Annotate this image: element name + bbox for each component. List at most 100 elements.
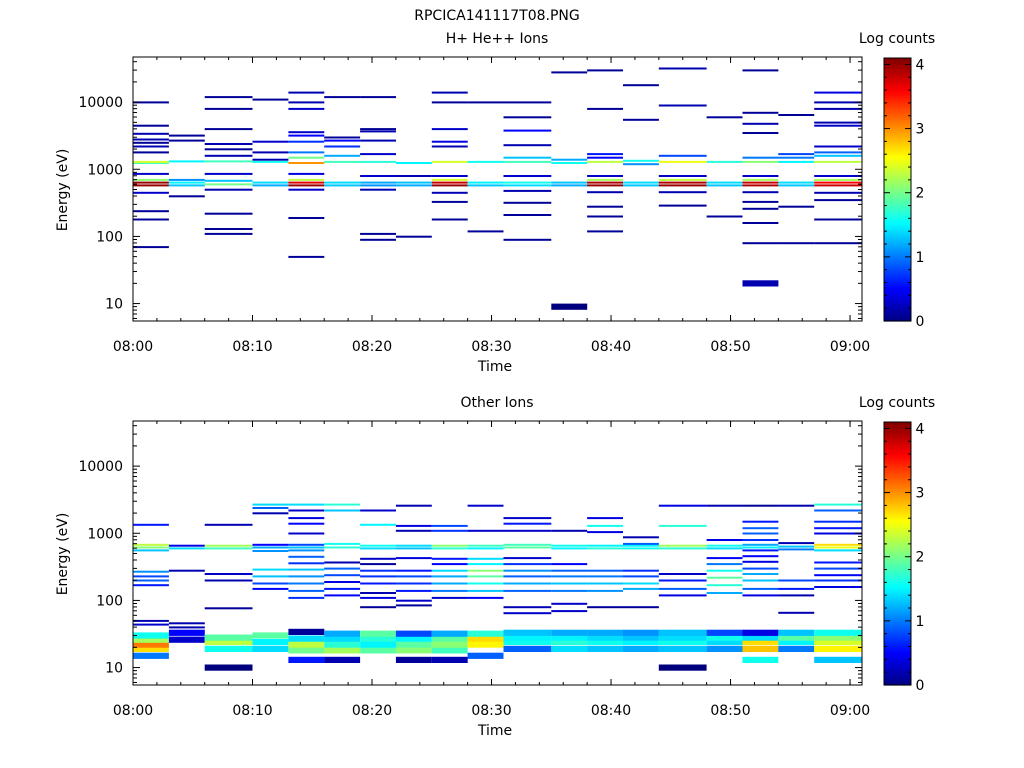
colorbar-segment — [884, 454, 911, 458]
heatmap-cell — [324, 630, 361, 637]
heatmap-cell — [814, 107, 862, 110]
heatmap-cell — [551, 181, 588, 184]
colorbar-segment — [884, 476, 911, 480]
colorbar-segment — [884, 104, 911, 107]
heatmap-cell — [658, 204, 707, 207]
heatmap-cell — [503, 569, 552, 572]
heatmap-cell — [551, 71, 588, 74]
colorbar-segment — [884, 169, 911, 173]
heatmap-cell — [742, 122, 779, 125]
heatmap-cell — [587, 638, 623, 646]
heatmap-cell — [706, 645, 743, 652]
colorbar-segment — [884, 310, 911, 313]
colorbar-segment — [884, 560, 911, 563]
heatmap-cell — [288, 151, 325, 154]
heatmap-cell — [324, 647, 361, 654]
heatmap-cell — [204, 154, 253, 157]
heatmap-cell — [288, 568, 325, 571]
heatmap-cell — [742, 280, 779, 287]
heatmap-cell — [204, 607, 253, 610]
heatmap-cell — [360, 232, 396, 235]
heatmap-cell — [431, 524, 468, 527]
colorbar-segment — [884, 564, 911, 568]
heatmap-cell — [503, 129, 552, 132]
colorbar-segment — [884, 150, 911, 153]
heatmap-cell — [204, 172, 253, 175]
heatmap-cell — [288, 562, 325, 565]
heatmap-cell — [324, 509, 361, 512]
colorbar-segment — [884, 248, 911, 252]
heatmap-cell — [778, 504, 815, 507]
colorbar-segment — [884, 601, 911, 605]
colorbar-tick-label: 0 — [916, 314, 925, 330]
heatmap-cell — [587, 215, 623, 218]
colorbar-segment — [884, 176, 911, 180]
colorbar: 0 1 2 3 4 — [883, 421, 925, 694]
heatmap-cell — [658, 573, 707, 575]
heatmap-cell — [706, 576, 743, 579]
colorbar-segment — [884, 660, 911, 664]
heatmap-cell — [587, 153, 623, 156]
heatmap-cell — [204, 638, 253, 646]
colorbar-segment — [884, 93, 911, 96]
heatmap-cell — [706, 629, 743, 636]
heatmap-cell — [551, 629, 588, 636]
heatmap-cell — [133, 218, 169, 221]
heatmap-cell — [814, 242, 862, 245]
heatmap-cell — [587, 156, 623, 159]
colorbar-segment — [884, 99, 911, 103]
heatmap-cell — [467, 641, 504, 648]
heatmap-cell — [324, 574, 361, 577]
heatmap-cell — [587, 181, 623, 184]
heatmap-cell — [360, 630, 396, 637]
colorbar-segment — [884, 97, 911, 101]
colorbar-segment — [884, 60, 911, 63]
heatmap-cell — [551, 158, 588, 161]
heatmap-cell — [742, 645, 779, 652]
heatmap-cell — [814, 629, 862, 636]
colorbar-segment — [884, 305, 911, 309]
colorbar-segment — [884, 603, 911, 607]
colorbar-segment — [884, 439, 911, 443]
heatmap-cell — [503, 160, 552, 163]
colorbar-segment — [884, 79, 911, 83]
heatmap-cell — [658, 184, 707, 187]
heatmap-cell — [395, 589, 432, 592]
heatmap-cell — [324, 542, 361, 545]
colorbar-segment — [884, 531, 911, 535]
heatmap-cell — [814, 91, 862, 94]
heatmap-cell — [551, 529, 588, 532]
x-tick-label: 09:00 — [830, 703, 870, 719]
heatmap-cell — [288, 647, 325, 654]
colorbar-segment — [884, 128, 911, 131]
heatmap-cell — [395, 604, 432, 607]
colorbar-segment — [884, 68, 911, 72]
colorbar-segment — [884, 281, 911, 285]
heatmap-cell — [431, 184, 468, 187]
heatmap-cell — [742, 191, 779, 194]
heatmap-cell — [133, 145, 169, 148]
heatmap-cell — [360, 130, 396, 133]
colorbar-segment — [884, 520, 911, 524]
colorbar-segment — [884, 294, 911, 298]
heatmap-cell — [503, 563, 552, 566]
colorbar-tick-label: 0 — [916, 678, 925, 694]
heatmap-cell — [742, 207, 779, 210]
colorbar-segment — [884, 430, 911, 434]
colorbar-segment — [884, 674, 911, 677]
colorbar-segment — [884, 538, 911, 541]
heatmap-cell — [133, 619, 169, 622]
heatmap-cell — [742, 638, 779, 646]
heatmap-cell — [623, 163, 659, 166]
heatmap-cell — [658, 664, 707, 671]
colorbar-segment — [884, 171, 911, 175]
heatmap-cell — [503, 589, 552, 592]
heatmap-cell — [431, 181, 468, 184]
heatmap-cell — [778, 587, 815, 590]
colorbar-segment — [884, 472, 911, 476]
colorbar-segment — [884, 557, 911, 561]
y-axis-label: Energy (eV) — [55, 149, 71, 232]
panel-title: H+ He++ Ions — [446, 31, 549, 47]
heatmap-cell — [814, 199, 862, 202]
colorbar-segment — [884, 283, 911, 287]
